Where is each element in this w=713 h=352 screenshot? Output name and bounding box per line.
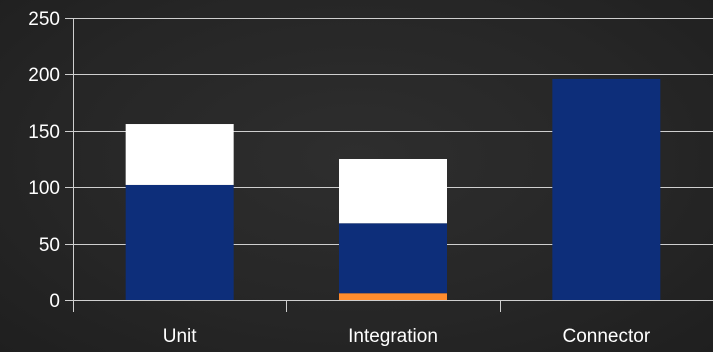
y-tick-labels: 0 50 100 150 200 250 — [28, 9, 60, 312]
bar-segment-connector-1 — [552, 78, 661, 300]
y-tick-label: 250 — [28, 9, 60, 30]
y-tick-label: 200 — [28, 65, 60, 86]
bar-segment-unit-1 — [125, 184, 234, 300]
x-tick-label: Unit — [163, 326, 198, 347]
x-tick-labels: Unit Integration Connector — [163, 326, 651, 347]
bar-segment-unit-2 — [125, 124, 234, 185]
axes — [65, 18, 501, 312]
x-tick-label: Connector — [562, 326, 650, 347]
bar-group — [125, 78, 661, 300]
y-tick-label: 150 — [28, 122, 60, 143]
y-tick-label: 50 — [39, 235, 60, 256]
y-tick-label: 0 — [49, 291, 60, 312]
bar-segment-integration-1 — [339, 223, 447, 294]
x-tick-label: Integration — [348, 326, 438, 347]
bar-segment-integration-2 — [339, 159, 447, 224]
y-tick-label: 100 — [28, 178, 60, 199]
bar-segment-integration-0 — [339, 293, 447, 300]
